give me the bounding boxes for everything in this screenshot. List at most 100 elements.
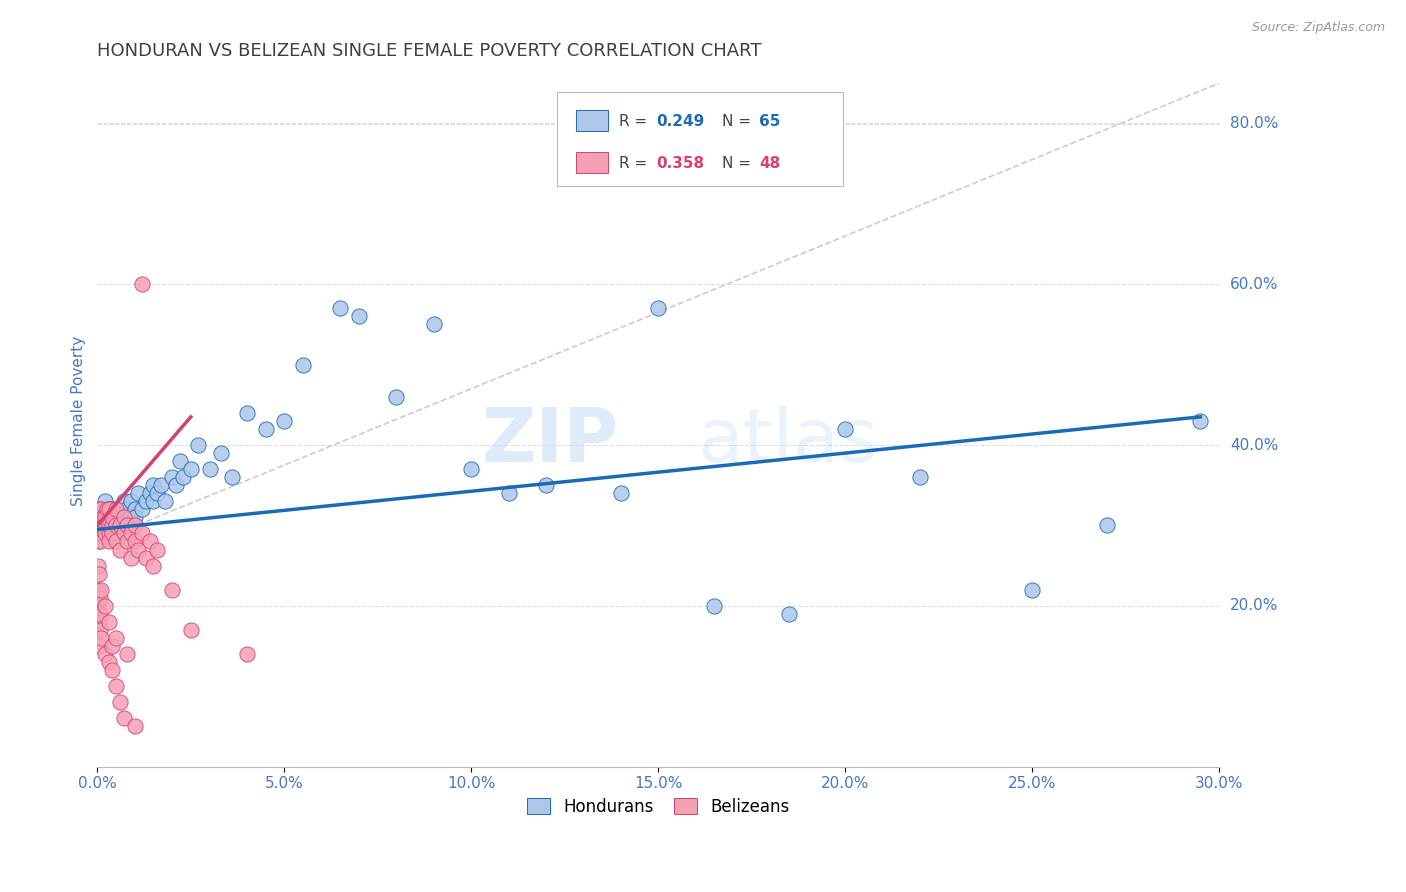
Point [534, 478, 557, 492]
Text: N =: N = [723, 156, 756, 171]
Point [120, 550, 142, 565]
Point [90, 510, 112, 524]
Point [120, 526, 142, 541]
Point [153, 494, 176, 508]
Point [90, 518, 112, 533]
Point [254, 422, 277, 436]
Point [97, 526, 120, 541]
Point [131, 502, 153, 516]
Point [94, 518, 117, 533]
Point [187, 438, 209, 452]
Text: 60.0%: 60.0% [1230, 277, 1278, 292]
Point [142, 558, 165, 573]
Point [94, 599, 117, 613]
Point [135, 550, 157, 565]
Text: HONDURAN VS BELIZEAN SINGLE FEMALE POVERTY CORRELATION CHART: HONDURAN VS BELIZEAN SINGLE FEMALE POVER… [97, 42, 762, 60]
Point [209, 446, 232, 460]
Point [124, 502, 146, 516]
Point [89, 526, 111, 541]
Point [117, 534, 139, 549]
Point [112, 494, 135, 508]
Point [96, 502, 118, 516]
Point [97, 655, 120, 669]
Point [385, 390, 408, 404]
Point [124, 510, 146, 524]
Point [87, 510, 110, 524]
Point [112, 518, 135, 533]
Point [117, 647, 139, 661]
Point [91, 518, 114, 533]
Point [124, 719, 146, 733]
Point [101, 510, 124, 524]
Point [97, 615, 120, 629]
Point [94, 518, 117, 533]
Point [87, 518, 110, 533]
Point [89, 510, 111, 524]
Point [89, 518, 111, 533]
Point [172, 470, 194, 484]
Point [149, 478, 172, 492]
Text: N =: N = [723, 114, 756, 129]
Point [91, 510, 114, 524]
Point [89, 623, 111, 637]
Point [198, 462, 221, 476]
Point [647, 301, 669, 316]
Point [169, 454, 191, 468]
Point [89, 502, 111, 516]
Point [87, 615, 110, 629]
Point [97, 502, 120, 516]
Point [117, 518, 139, 533]
Point [101, 518, 124, 533]
Point [236, 406, 259, 420]
Text: 0.249: 0.249 [655, 114, 704, 129]
Point [101, 502, 124, 516]
Point [1021, 582, 1043, 597]
Point [834, 422, 856, 436]
Point [108, 542, 131, 557]
Point [124, 518, 146, 533]
Point [423, 318, 446, 332]
Point [94, 526, 117, 541]
Point [87, 582, 110, 597]
Point [180, 462, 202, 476]
Point [105, 502, 128, 516]
Point [138, 486, 160, 500]
Point [112, 526, 135, 541]
Point [112, 510, 135, 524]
Point [142, 494, 165, 508]
Y-axis label: Single Female Poverty: Single Female Poverty [72, 335, 86, 506]
Point [460, 462, 482, 476]
Point [94, 510, 117, 524]
Point [97, 526, 120, 541]
Point [91, 510, 114, 524]
Legend: Hondurans, Belizeans: Hondurans, Belizeans [519, 789, 799, 824]
Point [94, 647, 117, 661]
Point [1189, 414, 1212, 428]
Point [347, 310, 370, 324]
Point [160, 582, 183, 597]
Text: 0.358: 0.358 [655, 156, 704, 171]
Point [108, 695, 131, 709]
Text: R =: R = [619, 114, 652, 129]
Point [142, 478, 165, 492]
Point [90, 502, 112, 516]
Text: Source: ZipAtlas.com: Source: ZipAtlas.com [1251, 21, 1385, 34]
Point [117, 510, 139, 524]
Point [101, 663, 124, 677]
Text: atlas: atlas [697, 405, 879, 478]
Point [89, 639, 111, 653]
FancyBboxPatch shape [576, 152, 607, 173]
Point [160, 470, 183, 484]
Point [87, 558, 110, 573]
Point [131, 526, 153, 541]
Point [89, 591, 111, 605]
Point [108, 502, 131, 516]
Point [112, 711, 135, 725]
Point [291, 358, 314, 372]
Point [135, 494, 157, 508]
Text: 40.0%: 40.0% [1230, 437, 1278, 452]
Point [609, 486, 631, 500]
Point [165, 478, 187, 492]
Text: ZIP: ZIP [482, 405, 619, 478]
Point [87, 526, 110, 541]
